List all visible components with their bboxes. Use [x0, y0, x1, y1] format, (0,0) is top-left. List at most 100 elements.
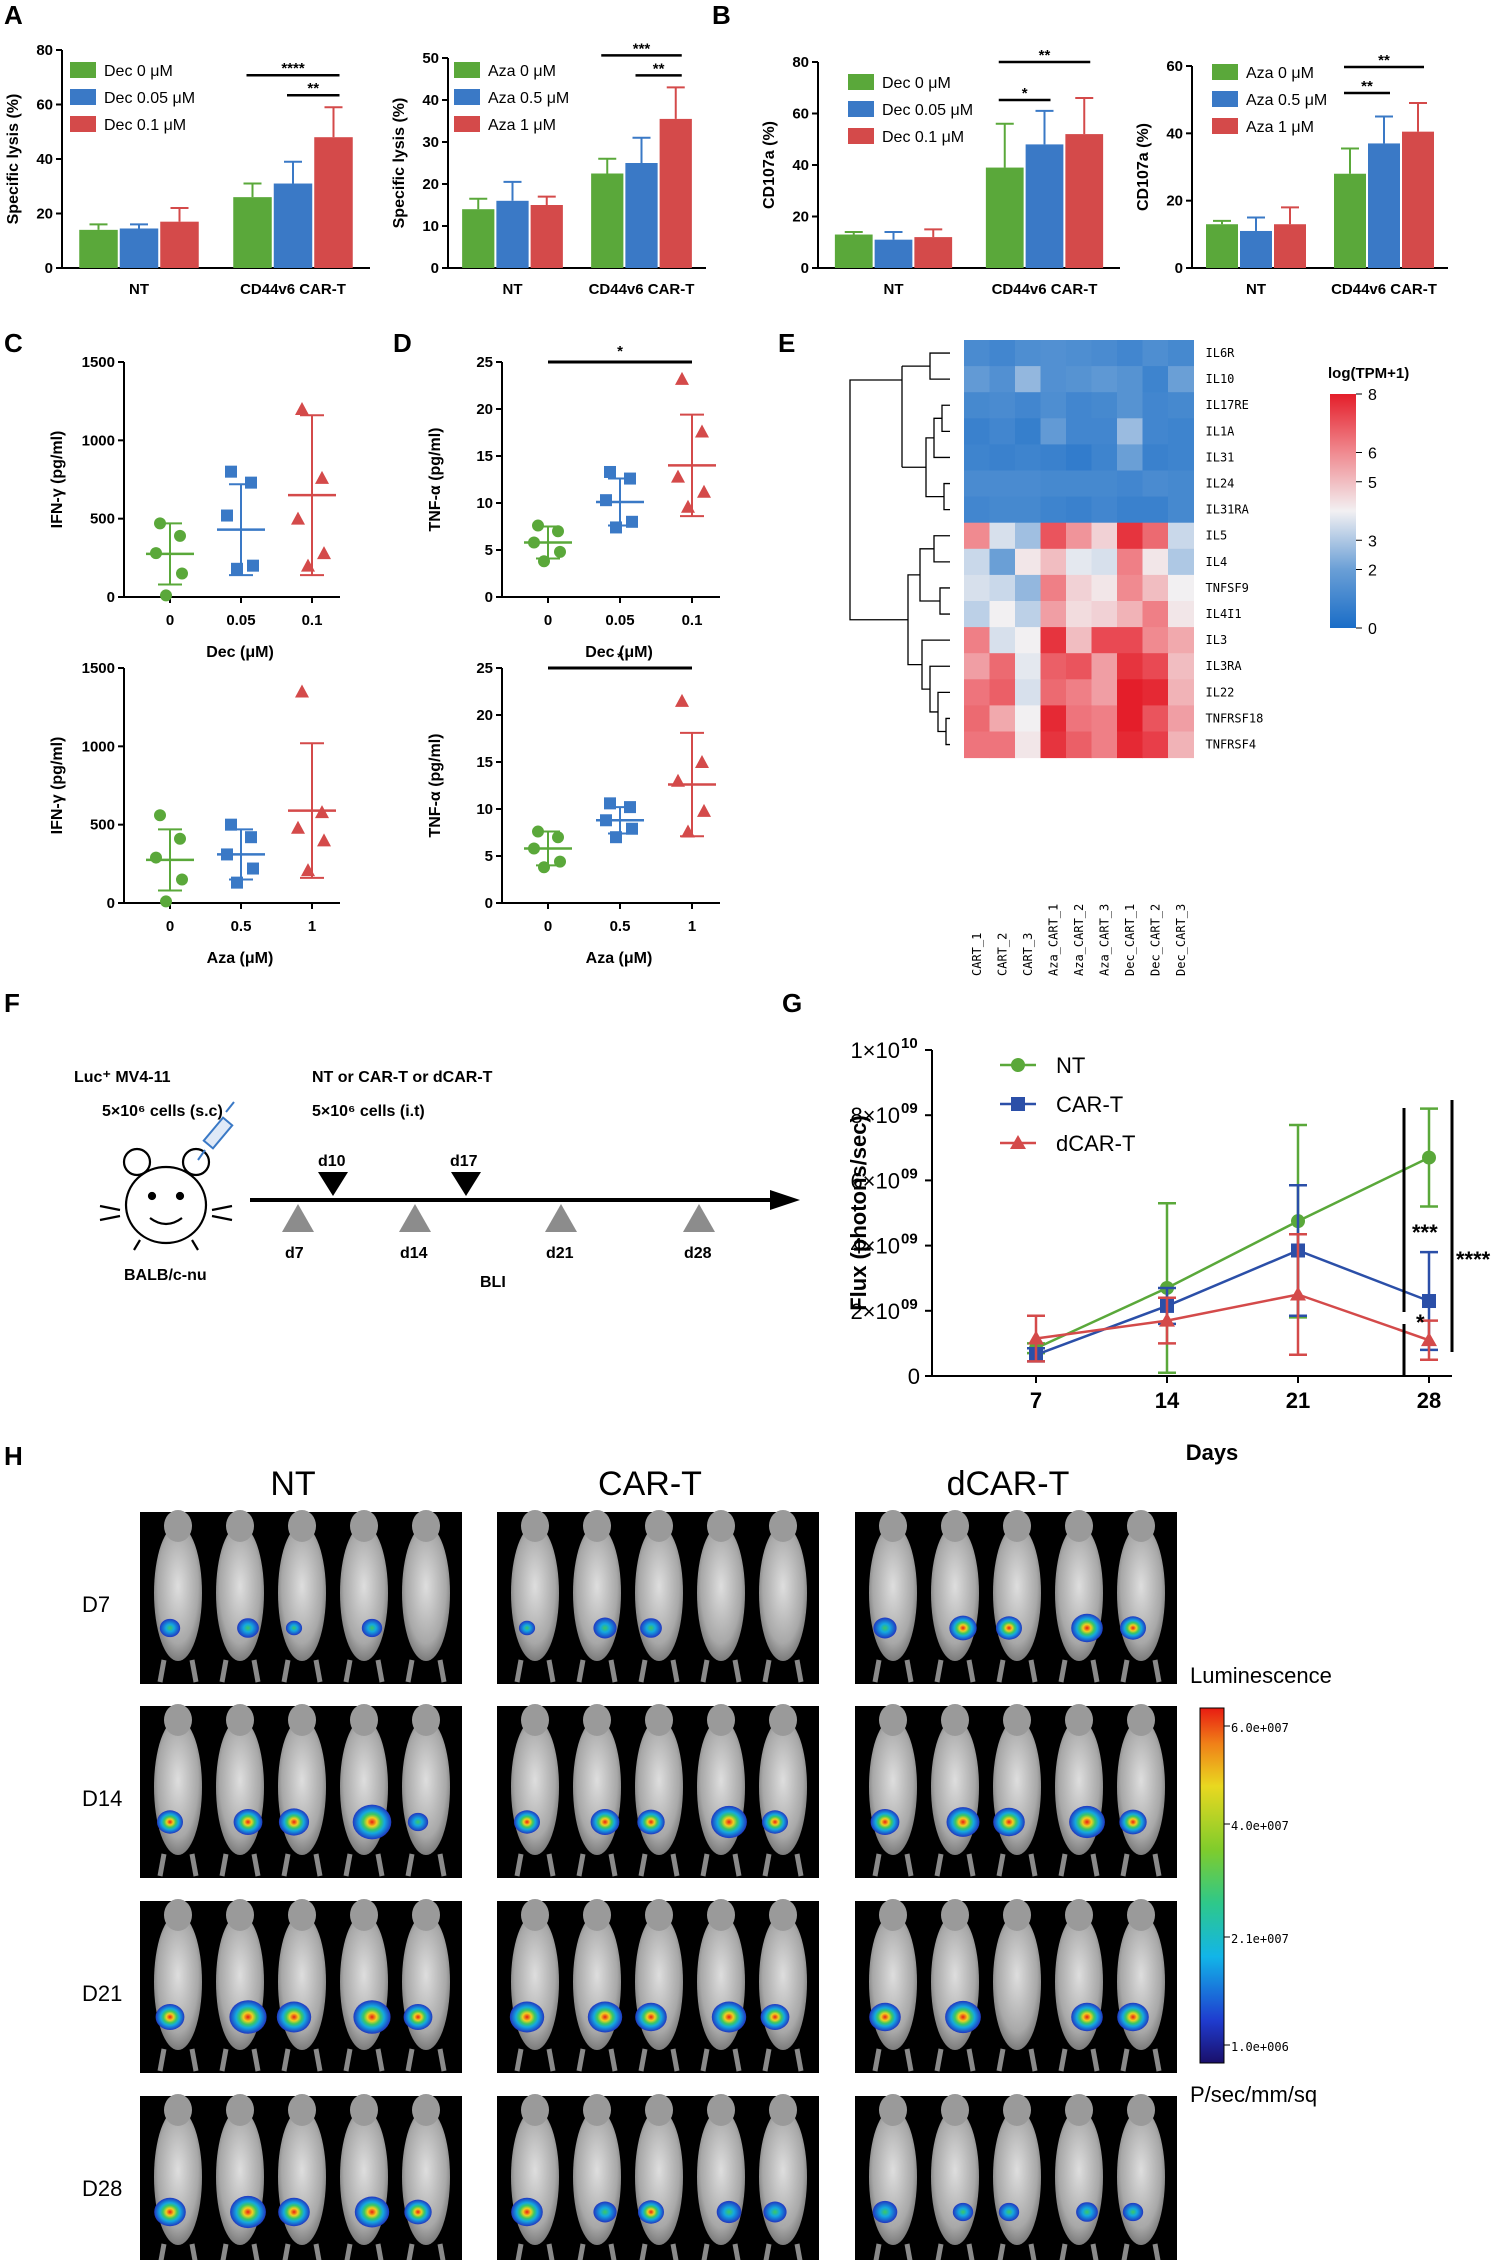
heatmap-cell — [1168, 470, 1194, 498]
panel-letter-b: B — [712, 0, 731, 30]
data-point — [317, 546, 331, 560]
mouse-head — [164, 1704, 192, 1736]
group-title: dCAR-T — [947, 1465, 1070, 1503]
y-tick-label: 15 — [476, 448, 493, 465]
mouse-silhouette — [573, 2109, 621, 2245]
data-point — [1290, 1286, 1306, 1301]
mouse-leg — [904, 2243, 913, 2260]
mouse-silhouette — [635, 1719, 683, 1855]
x-axis-label: Dec (μM) — [206, 644, 274, 661]
legend-swatch — [1212, 91, 1238, 107]
heatmap-cell — [1091, 418, 1118, 445]
significance-label: ** — [1378, 52, 1390, 69]
y-tick-label: 500 — [90, 817, 115, 834]
mouse-head — [645, 1704, 673, 1736]
x-tick-label: 1 — [308, 918, 316, 935]
heatmap-cell — [1066, 574, 1092, 602]
heatmap-cell — [964, 444, 990, 471]
luminescence-title: Luminescence — [1190, 1663, 1332, 1688]
data-point — [675, 371, 689, 385]
bar — [659, 118, 692, 269]
dendrogram-branch — [941, 404, 950, 432]
legend-swatch — [70, 62, 96, 78]
imaging-panel — [140, 1510, 462, 1684]
colorbar-title: log(TPM+1) — [1328, 365, 1409, 382]
y-tick-label: 10 — [476, 801, 493, 818]
heatmap-cell — [1066, 444, 1092, 471]
legend-swatch — [70, 89, 96, 105]
data-point — [695, 755, 709, 768]
mouse-leg — [732, 1853, 742, 1877]
heatmap-cell — [1040, 470, 1067, 498]
mouse-leg — [282, 2243, 291, 2260]
mouse-leg — [1120, 2048, 1130, 2072]
heatmap-row-label: IL3 — [1206, 633, 1228, 647]
heatmap-cell — [1168, 627, 1194, 654]
luminescence-spot — [640, 1618, 662, 1638]
data-point — [245, 476, 257, 489]
y-tick-label: 0 — [801, 260, 809, 277]
data-point — [154, 809, 166, 822]
mouse-leg — [375, 1853, 385, 1877]
legend-swatch — [1212, 118, 1238, 134]
heatmap-cell — [1091, 601, 1118, 628]
mouse-leg — [219, 1659, 229, 1683]
luminescence-spot — [230, 2195, 266, 2229]
y-tick-label: 5 — [485, 542, 493, 559]
heatmap-cell — [1015, 548, 1041, 576]
y-tick-exponent: 10 — [901, 1035, 918, 1052]
dendrogram-branch — [929, 665, 950, 713]
mouse-silhouette — [931, 2109, 979, 2245]
significance-label: ** — [653, 60, 665, 77]
mouse-leg — [375, 2243, 384, 2260]
heatmap-cell — [1091, 679, 1118, 706]
luminescence-spot — [278, 2197, 310, 2227]
mouse-head — [583, 1899, 611, 1931]
mouse-leg — [1028, 1659, 1038, 1683]
mouse-silhouette — [697, 2109, 745, 2245]
luminescence-spot — [952, 2202, 974, 2222]
mouse-head — [350, 1899, 378, 1931]
legend-label: Dec 0.1 μM — [882, 129, 964, 146]
heatmap-cell — [1142, 392, 1169, 419]
heatmap-cell — [1015, 522, 1041, 550]
mouse-head — [1127, 1704, 1155, 1736]
mouse-leg — [251, 1853, 261, 1877]
luminescence-spot — [946, 1807, 980, 1837]
mouse-silhouette — [931, 1525, 979, 1661]
cells-dose-label: 5×10⁶ cells (s.c) — [102, 1103, 223, 1120]
heatmap-cell — [1040, 444, 1067, 471]
heatmap-cell — [1168, 340, 1194, 367]
heatmap-cell — [964, 340, 990, 367]
mouse-leg — [375, 2048, 385, 2072]
mouse-icon — [99, 1147, 233, 1251]
luminescence-spot — [154, 2197, 186, 2227]
heatmap-cell — [1040, 627, 1067, 654]
x-tick-label: 0.5 — [610, 918, 631, 935]
x-axis-label: Days — [1186, 1440, 1239, 1465]
y-axis-label: IFN-γ (pg/ml) — [49, 431, 66, 529]
day-label: D21 — [82, 1981, 122, 2006]
mouse-leg — [904, 2048, 914, 2072]
y-tick-mantissa: 0 — [908, 1364, 920, 1389]
mouse-leg — [1090, 2243, 1099, 2260]
heatmap-column-label: Dec_CART_3 — [1174, 904, 1188, 976]
mouse-leg — [546, 2243, 555, 2260]
mouse-silhouette — [993, 1914, 1041, 2050]
mouse-silhouette — [511, 1525, 559, 1661]
mouse-silhouette — [1055, 1914, 1103, 2050]
mouse-leg — [576, 2048, 586, 2072]
bar-chart-b2: 0 20 40 60 CD107a (%) NT CD44v6 CAR-T ** ** Aza 0… — [1135, 52, 1448, 298]
x-tick-label: 0.1 — [302, 612, 323, 629]
mouse-leg — [670, 1659, 680, 1683]
heatmap-cell — [1066, 392, 1092, 419]
mouse-leg — [670, 1853, 680, 1877]
timeline-arrow — [770, 1190, 800, 1210]
data-point — [695, 424, 709, 438]
mouse-head — [879, 1704, 907, 1736]
x-tick-label: 0 — [544, 612, 552, 629]
dendrogram-branch — [943, 482, 950, 511]
mouse-leg — [220, 2243, 229, 2260]
day-label: D7 — [82, 1592, 110, 1617]
